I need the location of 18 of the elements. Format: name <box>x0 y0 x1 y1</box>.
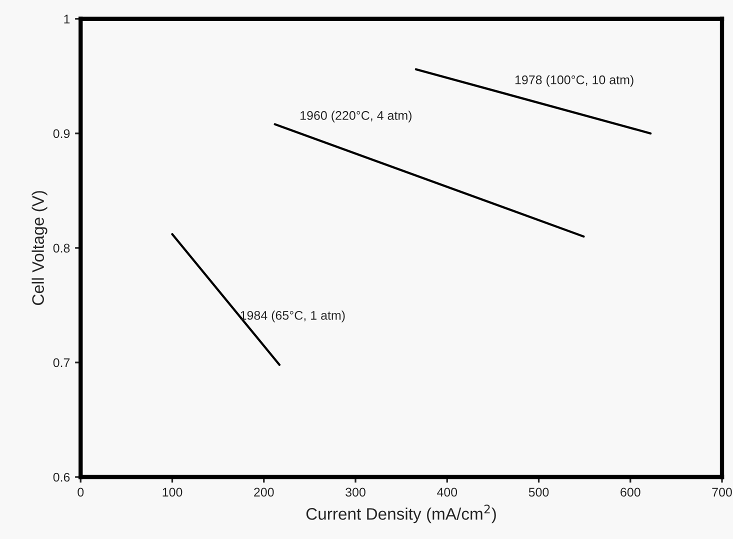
y-tick-label: 1 <box>64 14 70 24</box>
x-tick-label: 400 <box>436 488 458 497</box>
series-label: 1960 (220°C, 4 atm) <box>300 110 412 122</box>
x-tick-label: 500 <box>528 488 549 497</box>
series-label: 1984 (65°C, 1 atm) <box>240 310 345 322</box>
x-axis-title: Current Density (mA/cm$^{2}$) <box>306 504 496 524</box>
x-tick-label: 200 <box>254 488 274 497</box>
x-tick-label: 0 <box>78 488 84 497</box>
x-tick-label: 600 <box>620 488 640 497</box>
x-tick-label: 300 <box>346 488 366 497</box>
y-tick-label: 0.8 <box>53 244 70 253</box>
y-axis-title: Cell Voltage (V) <box>32 191 48 305</box>
x-tick-label: 700 <box>712 488 732 497</box>
y-tick-label: 0.9 <box>53 129 70 138</box>
x-tick-label: 100 <box>162 488 182 497</box>
y-tick-label: 0.7 <box>53 358 70 368</box>
series-label: 1978 (100°C, 10 atm) <box>515 75 634 87</box>
y-tick-label: 0.6 <box>53 472 70 482</box>
